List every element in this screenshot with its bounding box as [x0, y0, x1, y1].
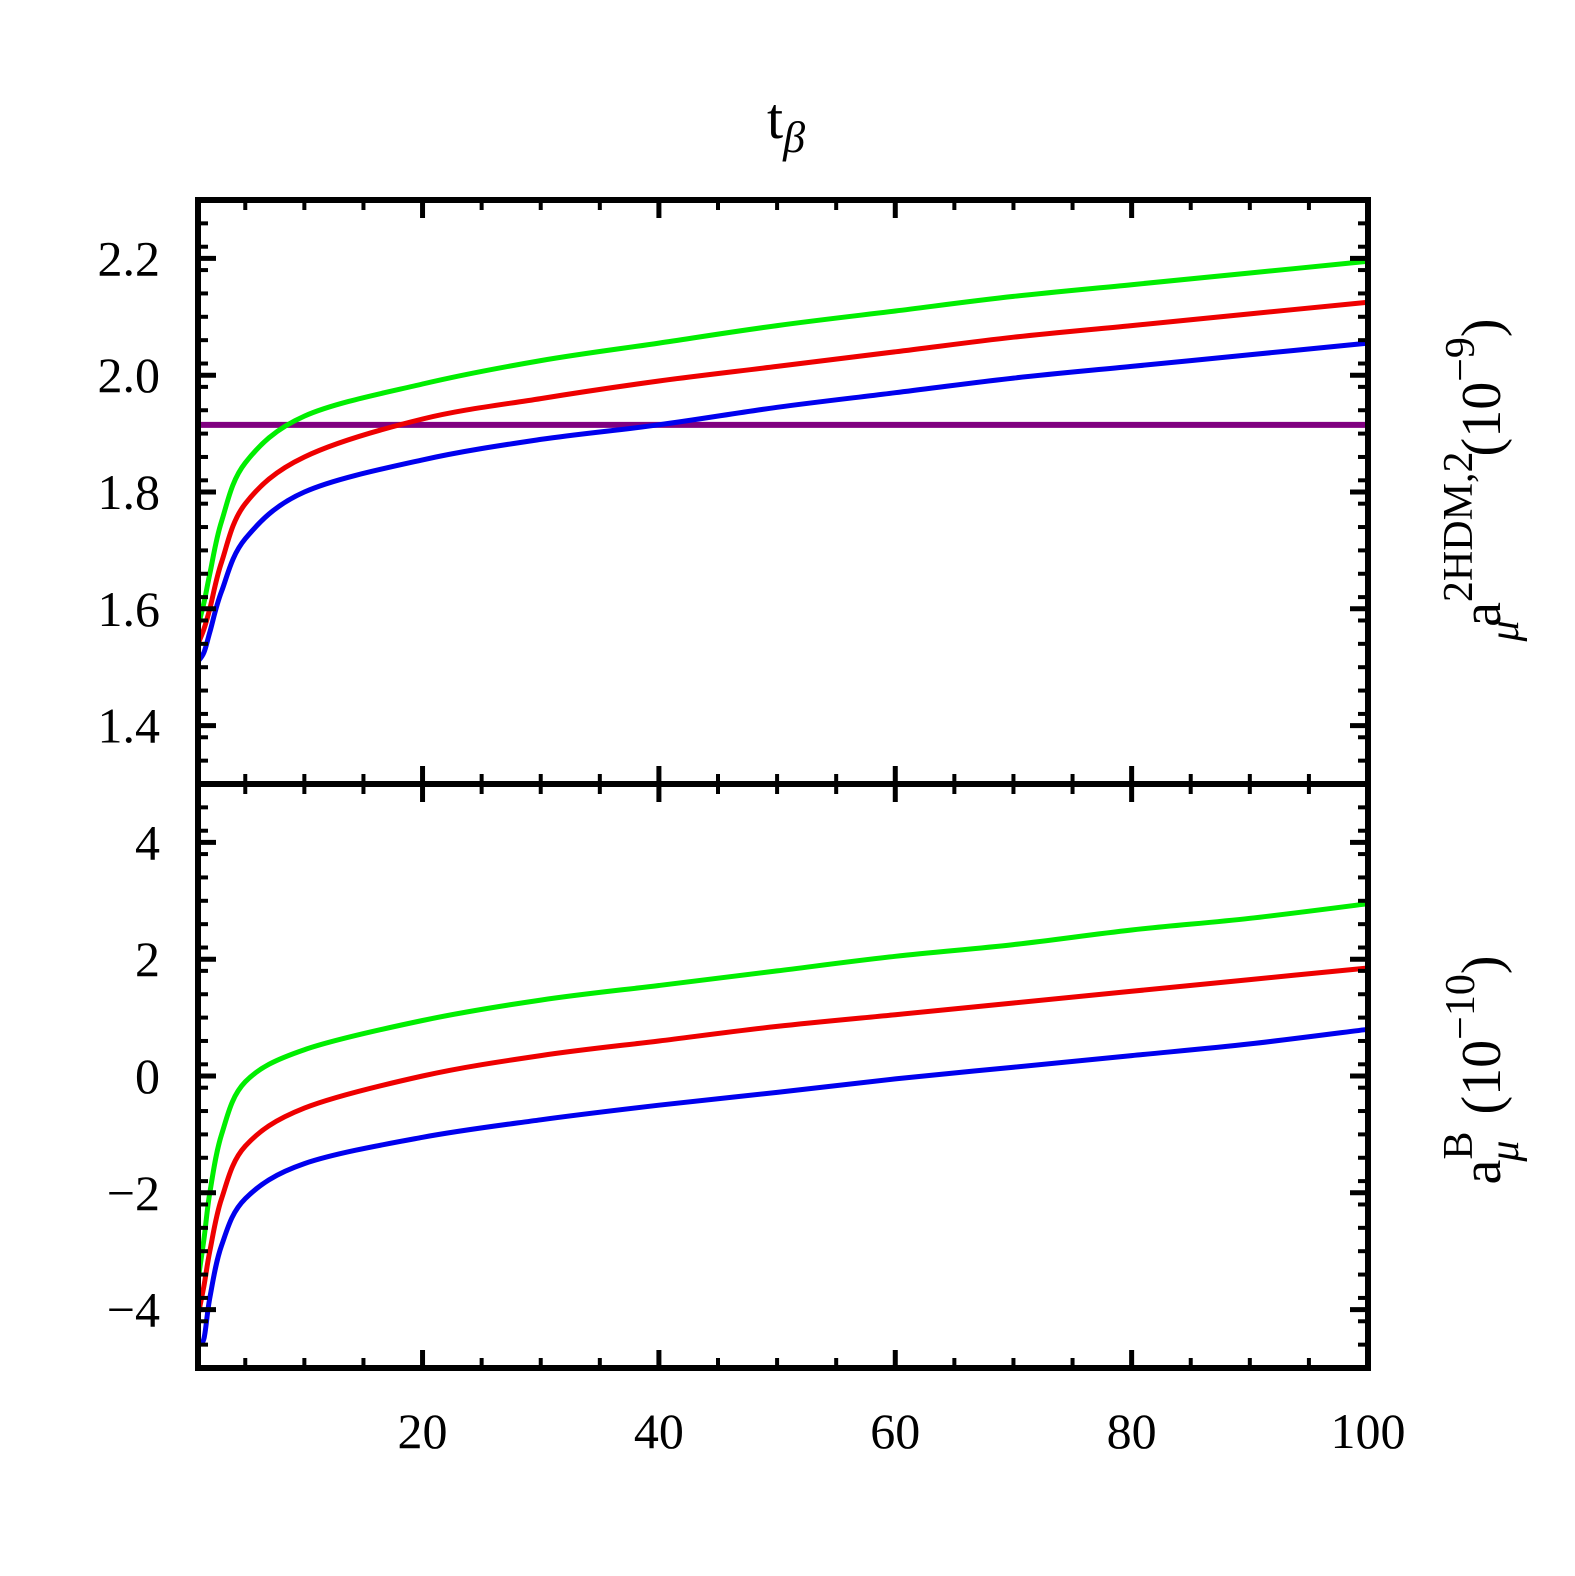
chart-title-main: t — [767, 86, 783, 151]
panel-bottom-ylabel-superscript: B — [1436, 1132, 1482, 1160]
panel-top-series-blue — [195, 340, 1371, 664]
panel-top: 1.4 1.6 1.8 2.0 2.2 a2HDM,2μ (10−9) — [98, 197, 1528, 787]
panel-bottom-ylabel-unit: (10 — [1451, 1040, 1513, 1129]
panel-top-frame — [195, 197, 1371, 787]
panel-top-ylabel-subscript: μ — [1482, 620, 1528, 642]
panel-bottom-series-blue — [195, 1026, 1371, 1348]
panel-bottom-ytick-label: 4 — [135, 814, 160, 870]
panel-bottom-ylabel: aBμ (10−10) — [1436, 956, 1528, 1185]
chart-title-subscript: β — [782, 113, 805, 162]
panel-bottom-series-green — [195, 901, 1371, 1283]
panel-top-ylabel-unit-exponent: −9 — [1438, 337, 1484, 382]
x-tick-label: 20 — [398, 1403, 448, 1459]
panel-top-ylabel-unit: (10 — [1451, 382, 1513, 471]
panel-bottom-ylabel-unit-close: ) — [1451, 956, 1513, 975]
panel-bottom-ytick-label: −4 — [107, 1282, 160, 1338]
panel-top-ylabel-base: a — [1451, 602, 1513, 627]
panel-bottom-ytick-label: 0 — [135, 1048, 160, 1104]
panel-top-ytick-label: 1.6 — [98, 581, 161, 637]
panel-bottom-ylabel-base: a — [1451, 1159, 1513, 1184]
panel-bottom-ylabel-subscript: μ — [1482, 1141, 1528, 1163]
panel-top-ytick-label: 1.4 — [98, 698, 161, 754]
panel-top-ytick-label: 2.2 — [98, 230, 161, 286]
panel-bottom-ytick-label: 2 — [135, 931, 160, 987]
panel-bottom-ylabel-unit-exponent: −10 — [1438, 974, 1484, 1040]
x-tick-label: 60 — [870, 1403, 920, 1459]
panel-bottom: −4 −2 0 2 4 aBμ (10−10) — [107, 781, 1528, 1371]
chart-title: tβ — [767, 86, 805, 162]
panel-top-ylabel-superscript: 2HDM,2 — [1436, 452, 1482, 603]
x-tick-label: 100 — [1331, 1403, 1406, 1459]
x-tick-label: 80 — [1107, 1403, 1157, 1459]
panel-bottom-frame — [195, 781, 1371, 1371]
panel-top-ytick-label: 1.8 — [98, 464, 161, 520]
panel-top-series-red — [195, 299, 1371, 647]
panel-bottom-ytick-label: −2 — [107, 1165, 160, 1221]
panel-top-ylabel: a2HDM,2μ (10−9) — [1436, 318, 1528, 642]
panel-top-ytick-label: 2.0 — [98, 347, 161, 403]
x-tick-label: 40 — [634, 1403, 684, 1459]
panel-bottom-series-red — [195, 965, 1371, 1318]
x-axis-tick-labels: 20 40 60 80 100 — [398, 1403, 1406, 1459]
panel-top-series-green — [195, 258, 1371, 629]
panel-top-ylabel-unit-close: ) — [1451, 318, 1513, 337]
